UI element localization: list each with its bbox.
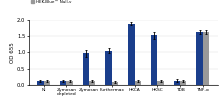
Bar [128,24,135,85]
Bar [174,81,180,85]
Bar [135,81,141,85]
Bar [105,51,112,85]
Y-axis label: OD 655: OD 655 [10,42,15,63]
Bar [180,81,186,85]
Bar [196,32,203,85]
Bar [60,81,66,85]
Bar [157,81,164,85]
Bar [112,82,118,85]
Bar [151,35,157,85]
Bar [37,81,44,85]
Bar [66,81,73,85]
Bar [83,53,89,85]
Bar [89,81,95,85]
Bar [203,32,209,85]
Legend: HEK-Blue™ mDectin-1, HEK-Blue™ Null-v: HEK-Blue™ mDectin-1, HEK-Blue™ Null-v [31,0,81,4]
Bar [44,81,50,85]
